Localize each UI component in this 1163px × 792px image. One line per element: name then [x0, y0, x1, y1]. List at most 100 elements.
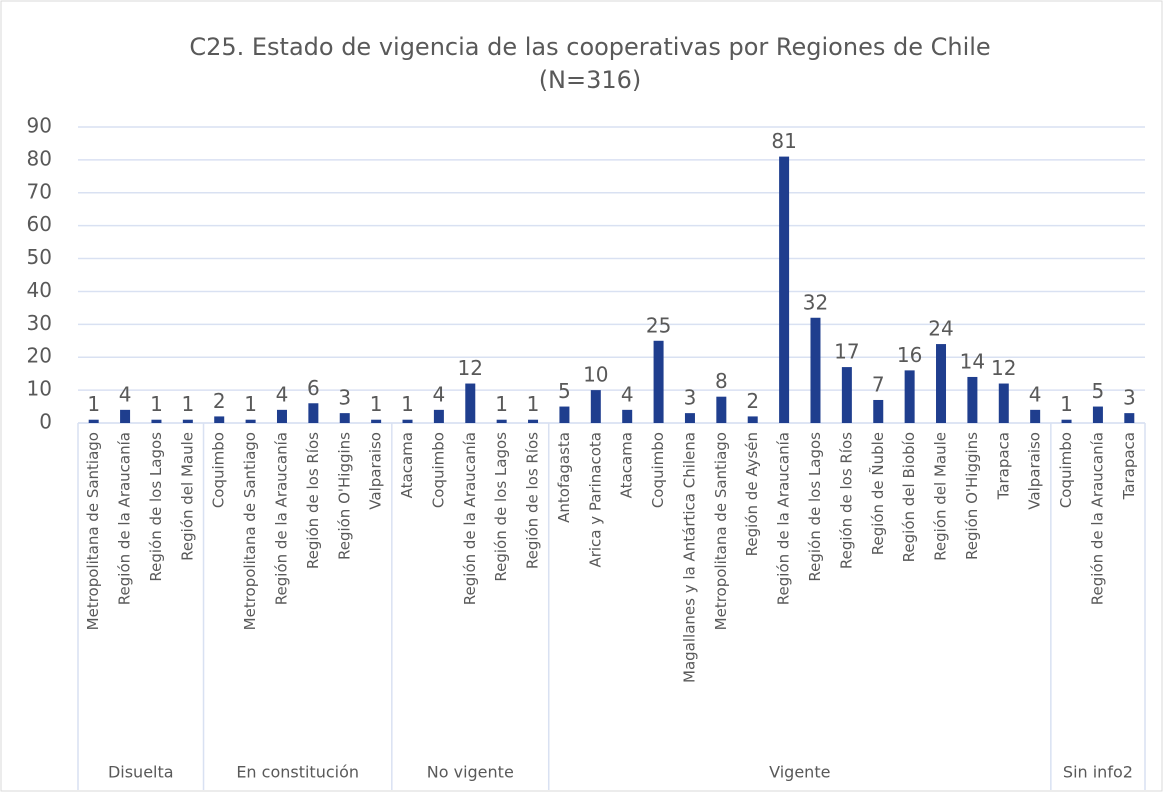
data-label: 2	[746, 389, 759, 413]
x-tick-label: Región de Ñuble	[868, 432, 887, 555]
data-label: 25	[646, 313, 671, 337]
data-label: 1	[370, 392, 383, 416]
bar	[339, 413, 350, 423]
data-label: 1	[87, 392, 100, 416]
data-label: 5	[1092, 379, 1105, 403]
bar	[1092, 406, 1103, 423]
x-tick-label: Metropolitana de Santiago	[712, 432, 730, 630]
data-label: 16	[897, 343, 922, 367]
bar	[936, 344, 947, 423]
chart-title: (N=316)	[539, 66, 642, 94]
bar	[245, 419, 256, 423]
data-label: 12	[991, 356, 1016, 380]
x-tick-label: Metropolitana de Santiago	[241, 432, 259, 630]
group-label: En constitución	[236, 763, 359, 782]
bar	[998, 383, 1009, 423]
x-tick-label: Coquimbo	[210, 432, 228, 508]
bar	[747, 416, 758, 423]
data-label: 4	[433, 382, 446, 406]
bar	[559, 406, 570, 423]
x-tick-label: Metropolitana de Santiago	[84, 432, 102, 630]
data-label: 81	[771, 129, 796, 153]
data-label: 10	[583, 363, 608, 387]
data-label: 8	[715, 369, 728, 393]
y-tick-label: 20	[27, 344, 52, 368]
bar	[622, 409, 633, 423]
bar	[120, 409, 131, 423]
y-tick-label: 40	[27, 278, 52, 302]
data-label: 14	[960, 349, 985, 373]
bar	[653, 340, 664, 423]
x-tick-label: Región de los Ríos	[524, 432, 542, 569]
y-tick-label: 0	[39, 410, 52, 434]
bar	[1061, 419, 1072, 423]
x-tick-label: Región de los Lagos	[492, 432, 510, 582]
x-tick-label: Antofagasta	[555, 432, 573, 523]
data-label: 3	[338, 386, 351, 410]
bar	[590, 390, 601, 423]
y-tick-label: 70	[27, 179, 52, 203]
x-tick-label: Región de la Araucanía	[272, 432, 290, 605]
bar	[496, 419, 507, 423]
data-label: 1	[150, 392, 163, 416]
bar	[402, 419, 413, 423]
x-tick-label: Región O'Higgins	[963, 432, 981, 560]
x-tick-label: Región de la Araucanía	[1088, 432, 1106, 605]
data-label: 24	[928, 317, 953, 341]
x-tick-label: Región de la Araucanía	[116, 432, 134, 605]
x-tick-label: Arica y Parinacota	[586, 432, 604, 568]
group-label: Vigente	[769, 763, 830, 782]
bar	[873, 399, 884, 423]
x-tick-label: Valparaiso	[367, 432, 385, 510]
bar	[465, 383, 476, 423]
data-label: 3	[1123, 386, 1136, 410]
x-tick-label: Región de los Lagos	[806, 432, 824, 582]
bar	[904, 370, 915, 423]
bar	[182, 419, 193, 423]
x-tick-label: Valparaiso	[1026, 432, 1044, 510]
bar	[716, 396, 727, 423]
data-label: 4	[276, 382, 289, 406]
x-tick-label: Región de los Ríos	[837, 432, 855, 569]
data-label: 3	[684, 386, 697, 410]
data-label: 1	[401, 392, 414, 416]
x-tick-label: Coquimbo	[1057, 432, 1075, 508]
data-label: 4	[1029, 382, 1042, 406]
bar	[371, 419, 382, 423]
bar	[433, 409, 444, 423]
data-label: 1	[181, 392, 194, 416]
bar	[684, 413, 695, 423]
bar	[1030, 409, 1041, 423]
x-tick-label: Región del Maule	[932, 432, 950, 561]
bar	[810, 317, 821, 423]
x-tick-label: Región de los Ríos	[304, 432, 322, 569]
bar	[841, 367, 852, 423]
data-label: 17	[834, 340, 859, 364]
y-tick-label: 50	[27, 245, 52, 269]
x-tick-label: Coquimbo	[649, 432, 667, 508]
group-label: Sin info2	[1063, 763, 1133, 782]
bar	[276, 409, 287, 423]
data-label: 1	[527, 392, 540, 416]
group-label: No vigente	[427, 763, 514, 782]
data-label: 1	[495, 392, 508, 416]
data-label: 7	[872, 372, 885, 396]
data-label: 4	[119, 382, 132, 406]
y-tick-label: 80	[27, 146, 52, 170]
bar	[967, 376, 978, 423]
x-tick-label: Región de la Araucanía	[775, 432, 793, 605]
x-tick-label: Región de los Lagos	[147, 432, 165, 582]
x-tick-label: Región del Biobío	[900, 432, 918, 562]
data-label: 1	[244, 392, 257, 416]
data-label: 6	[307, 376, 320, 400]
bar	[528, 419, 539, 423]
group-label: Disuelta	[108, 763, 174, 782]
data-label: 12	[458, 356, 483, 380]
data-label: 5	[558, 379, 571, 403]
data-label: 32	[803, 290, 828, 314]
x-tick-label: Región de Aysén	[743, 432, 761, 556]
y-tick-label: 10	[27, 377, 52, 401]
x-tick-label: Atacama	[618, 432, 636, 498]
